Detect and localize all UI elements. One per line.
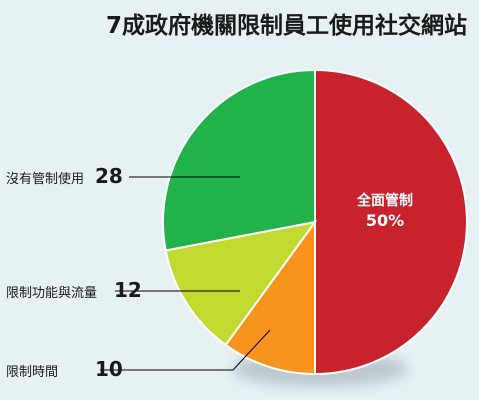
leader-line-diagonal-1 — [232, 329, 271, 371]
slice-value-full-control: 50% — [366, 211, 404, 230]
pie-slice-1 — [314, 68, 468, 376]
callout-value-3: 12 — [114, 278, 142, 302]
pie-slices — [162, 68, 468, 376]
callout-label-4: 沒有管制使用 — [6, 171, 84, 187]
callout-label-3: 限制功能與流量 — [6, 286, 97, 301]
callout-value-2: 10 — [95, 357, 123, 381]
slice-label-full-control: 全面管制 — [356, 192, 413, 209]
pie-callouts: 限制時間 10 限制功能與流量 12 沒有管制使用 28 — [6, 164, 271, 381]
callout-value-4: 28 — [95, 164, 123, 188]
chart-title: 7成政府機關限制員工使用社交網站 — [106, 12, 467, 39]
pie-slice-4 — [162, 68, 316, 252]
pie-slice-2 — [224, 218, 316, 376]
callout-label-2: 限制時間 — [6, 365, 58, 380]
pie-inside-label: 全面管制 50% — [356, 192, 413, 230]
pie-slice-3 — [164, 220, 318, 347]
